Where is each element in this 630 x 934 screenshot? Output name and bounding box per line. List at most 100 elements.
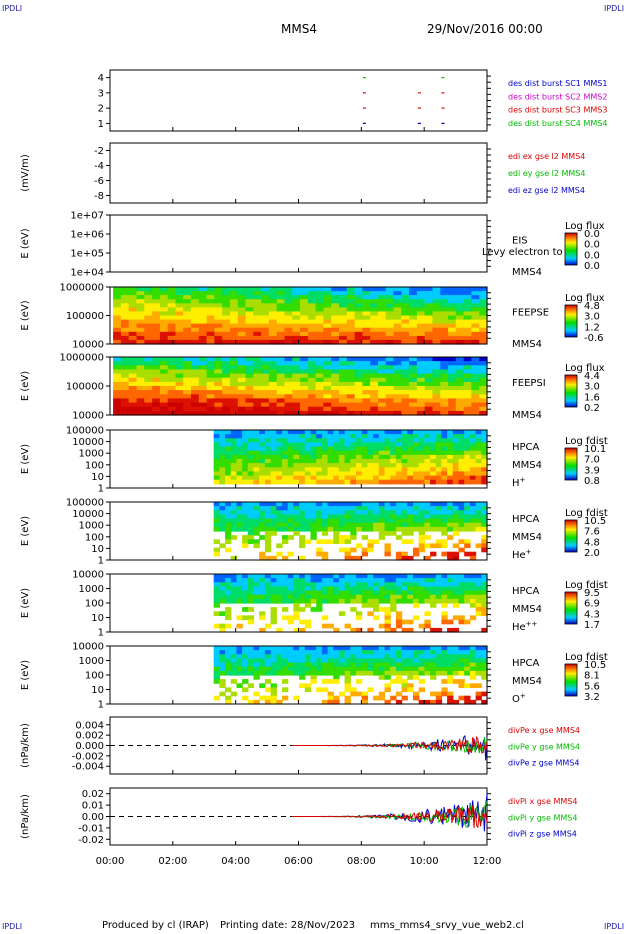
- heatmap-cell: [418, 646, 425, 651]
- heatmap-cell: [175, 295, 184, 300]
- heatmap-cell: [413, 590, 420, 596]
- heatmap-cell: [293, 459, 300, 464]
- heatmap-cell: [350, 479, 357, 485]
- heatmap-cell: [206, 406, 215, 412]
- heatmap-cell: [464, 662, 471, 668]
- heatmap-cell: [136, 339, 145, 345]
- heatmap-cell: [276, 467, 283, 472]
- heatmap-cell: [452, 582, 460, 587]
- heatmap-cell: [333, 438, 340, 443]
- heatmap-cell: [292, 357, 301, 362]
- heatmap-cell: [282, 598, 289, 604]
- heatmap-cell: [323, 287, 332, 292]
- heatmap-cell: [293, 615, 300, 621]
- heatmap-cell: [268, 381, 278, 387]
- heatmap-cell: [440, 377, 449, 383]
- heatmap-cell: [304, 619, 312, 625]
- heatmap-cell: [225, 430, 232, 435]
- colorbar: [564, 304, 578, 338]
- heatmap-cell: [323, 377, 332, 383]
- heatmap-cell: [356, 598, 363, 604]
- heatmap-cell: [327, 526, 334, 532]
- heatmap-cell: [452, 650, 460, 655]
- heatmap-cell: [432, 373, 441, 379]
- heatmap-cell: [287, 506, 294, 511]
- heatmap-cell: [362, 315, 371, 321]
- heatmap-cell: [435, 510, 443, 515]
- colorbar-tick-label: 4.8: [584, 301, 600, 312]
- heatmap-cell: [452, 467, 460, 472]
- heatmap-cell: [268, 369, 278, 375]
- heatmap-cell: [385, 319, 395, 325]
- heatmap-cell: [191, 386, 200, 391]
- heatmap-cell: [407, 430, 414, 435]
- heatmap-cell: [356, 459, 363, 464]
- heatmap-cell: [385, 331, 395, 337]
- heatmap-cell: [198, 295, 208, 300]
- heatmap-cell: [222, 381, 231, 387]
- heatmap-cell: [113, 319, 122, 325]
- heatmap-cell: [447, 646, 454, 651]
- heatmap-cell: [430, 450, 437, 456]
- heatmap-cell: [367, 467, 374, 472]
- heatmap-cell: [367, 539, 374, 544]
- heatmap-cell: [299, 675, 306, 680]
- heatmap-cell: [236, 506, 243, 511]
- heatmap-cell: [481, 475, 488, 481]
- heatmap-cell: [418, 430, 425, 435]
- heatmap-cell: [464, 598, 471, 604]
- heatmap-cell: [393, 373, 402, 379]
- heatmap-cell: [407, 594, 414, 600]
- heatmap-cell: [413, 658, 420, 664]
- heatmap-cell: [167, 402, 177, 408]
- heatmap-cell: [455, 315, 465, 321]
- heatmap-cell: [395, 615, 403, 621]
- heatmap-cell: [321, 467, 329, 472]
- heatmap-cell: [350, 662, 357, 668]
- heatmap-cell: [270, 582, 277, 587]
- heatmap-cell: [435, 598, 443, 604]
- heatmap-cell: [385, 410, 395, 416]
- heatmap-cell: [481, 463, 488, 468]
- heatmap-cell: [344, 654, 351, 659]
- heatmap-cell: [230, 406, 239, 412]
- heatmap-cell: [136, 361, 145, 366]
- heatmap-cell: [307, 386, 317, 391]
- heatmap-cell: [401, 586, 408, 592]
- heatmap-cell: [225, 687, 232, 693]
- heatmap-cell: [219, 446, 226, 452]
- heatmap-cell: [282, 586, 289, 592]
- heatmap-cell: [113, 369, 122, 375]
- heatmap-cell: [393, 319, 402, 325]
- heatmap-cell: [432, 410, 441, 416]
- heatmap-cell: [416, 406, 426, 412]
- heatmap-cell: [458, 438, 465, 443]
- heatmap-cell: [362, 327, 371, 333]
- heatmap-cell: [407, 502, 414, 507]
- heatmap-cell: [350, 446, 357, 452]
- heatmap-cell: [213, 539, 220, 544]
- heatmap-cell: [213, 666, 220, 672]
- heatmap-cell: [356, 590, 363, 596]
- heatmap-cell: [413, 479, 420, 485]
- heatmap-cell: [350, 574, 357, 579]
- heatmap-cell: [206, 311, 215, 317]
- heatmap-cell: [447, 619, 454, 625]
- heatmap-cell: [367, 526, 374, 532]
- heatmap-cell: [321, 658, 329, 664]
- heatmap-cell: [331, 361, 340, 366]
- colorbar-tick-label: 5.6: [584, 681, 600, 692]
- heatmap-cell: [292, 339, 301, 345]
- heatmap-cell: [213, 442, 220, 448]
- heatmap-cell: [416, 319, 426, 325]
- heatmap-cell: [373, 454, 380, 460]
- heatmap-cell: [237, 390, 247, 395]
- heatmap-cell: [316, 551, 323, 557]
- heatmap-cell: [292, 315, 301, 321]
- heatmap-cell: [253, 582, 260, 587]
- heatmap-cell: [299, 430, 306, 435]
- heatmap-cell: [276, 475, 283, 481]
- heatmap-cell: [264, 594, 272, 600]
- heatmap-cell: [350, 654, 357, 659]
- heatmap-cell: [214, 319, 223, 325]
